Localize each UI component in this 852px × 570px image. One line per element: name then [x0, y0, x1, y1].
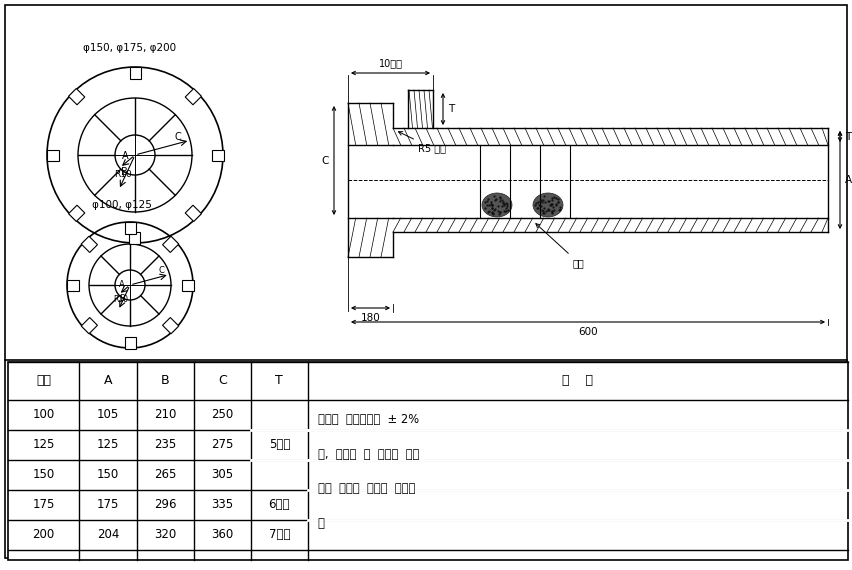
Text: 10이상: 10이상 — [378, 58, 402, 68]
Text: 180: 180 — [360, 313, 380, 323]
Polygon shape — [68, 205, 85, 222]
Text: T: T — [845, 132, 851, 141]
Text: 100: 100 — [32, 409, 55, 421]
Text: 210: 210 — [154, 409, 176, 421]
Polygon shape — [130, 67, 141, 79]
Text: 5이상: 5이상 — [268, 438, 290, 451]
Text: A: A — [845, 175, 852, 185]
Text: B: B — [119, 294, 125, 303]
Text: C: C — [158, 266, 164, 275]
Text: 치수의  허용오차는  ± 2%: 치수의 허용오차는 ± 2% — [318, 413, 419, 426]
Text: 175: 175 — [97, 499, 119, 511]
Text: 265: 265 — [154, 469, 176, 482]
Text: T: T — [275, 374, 283, 388]
Text: 7이상: 7이상 — [268, 528, 290, 541]
Text: 터에  삽입이  적합한  치수일: 터에 삽입이 적합한 치수일 — [318, 482, 415, 495]
Text: T: T — [448, 104, 454, 114]
Text: 200: 200 — [32, 528, 55, 541]
Text: 비    고: 비 고 — [562, 374, 594, 388]
Polygon shape — [68, 88, 85, 105]
Text: R5 이상: R5 이상 — [399, 132, 446, 153]
Text: 305: 305 — [211, 469, 233, 482]
Text: 단,  외경은  동  규격의  어댑: 단, 외경은 동 규격의 어댑 — [318, 447, 419, 461]
Ellipse shape — [482, 193, 512, 217]
Text: 150: 150 — [97, 469, 119, 482]
Text: 150: 150 — [32, 469, 55, 482]
Text: φ100, φ125: φ100, φ125 — [92, 200, 152, 210]
Text: 105: 105 — [97, 409, 119, 421]
Text: A: A — [122, 151, 129, 161]
Text: 235: 235 — [154, 438, 176, 451]
Polygon shape — [81, 317, 97, 334]
Text: 204: 204 — [97, 528, 119, 541]
Text: 275: 275 — [211, 438, 233, 451]
Polygon shape — [163, 236, 179, 253]
Polygon shape — [130, 231, 141, 243]
Text: C: C — [321, 156, 329, 165]
Text: A: A — [119, 280, 124, 290]
Text: R10: R10 — [113, 295, 128, 303]
Polygon shape — [124, 222, 135, 234]
Text: 것: 것 — [318, 518, 325, 530]
Ellipse shape — [533, 193, 563, 217]
Text: 규격: 규격 — [36, 374, 51, 388]
Text: R10: R10 — [114, 170, 132, 179]
Polygon shape — [163, 317, 179, 334]
Polygon shape — [211, 149, 223, 161]
Text: 320: 320 — [154, 528, 176, 541]
Polygon shape — [124, 336, 135, 348]
Text: 6이상: 6이상 — [268, 499, 290, 511]
Polygon shape — [185, 205, 201, 222]
Text: C: C — [174, 132, 181, 142]
Text: 600: 600 — [579, 327, 598, 337]
Text: 360: 360 — [211, 528, 233, 541]
Polygon shape — [81, 236, 97, 253]
Polygon shape — [47, 149, 59, 161]
Text: C: C — [218, 374, 227, 388]
Bar — [8, 362, 848, 560]
Text: 250: 250 — [211, 409, 233, 421]
Text: B: B — [161, 374, 170, 388]
Polygon shape — [185, 88, 201, 105]
Text: 296: 296 — [154, 499, 176, 511]
Text: A: A — [104, 374, 112, 388]
Text: 125: 125 — [97, 438, 119, 451]
Text: 335: 335 — [211, 499, 233, 511]
Text: 125: 125 — [32, 438, 55, 451]
Text: 175: 175 — [32, 499, 55, 511]
Text: 요철: 요철 — [536, 223, 584, 268]
Text: φ150, φ175, φ200: φ150, φ175, φ200 — [83, 43, 176, 53]
Polygon shape — [181, 279, 193, 291]
Text: B: B — [122, 168, 129, 177]
Polygon shape — [66, 279, 78, 291]
